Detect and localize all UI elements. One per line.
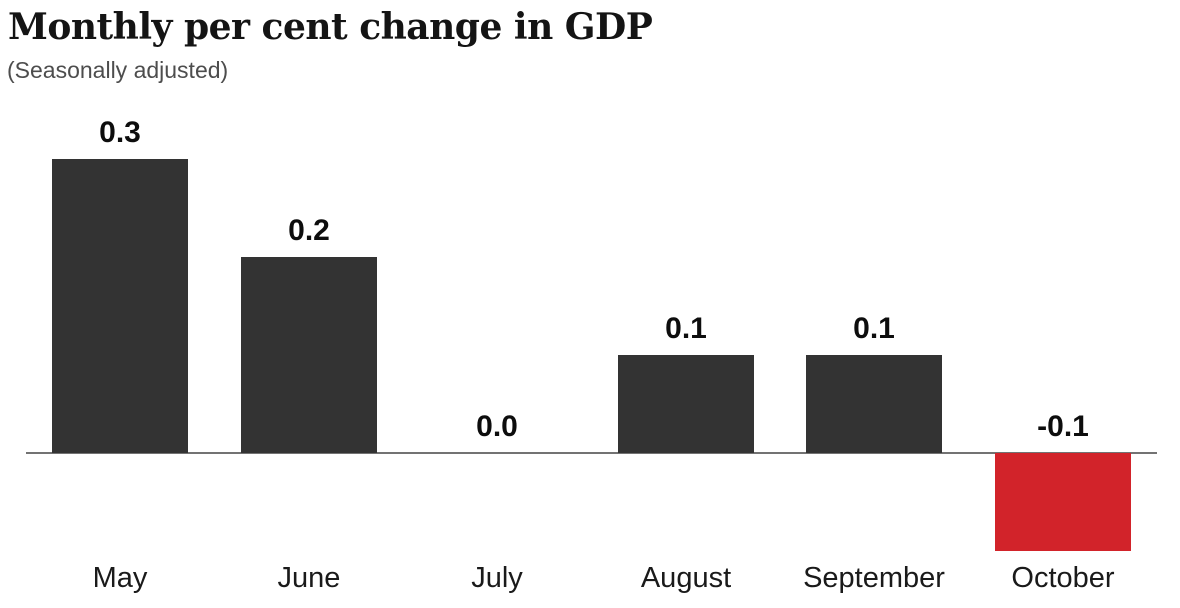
value-label-may: 0.3 bbox=[99, 116, 141, 149]
x-tick-label-july: July bbox=[471, 562, 523, 594]
value-label-october: -0.1 bbox=[1037, 410, 1089, 443]
bar-june bbox=[241, 257, 377, 453]
x-tick-label-june: June bbox=[277, 562, 341, 594]
chart-subtitle: (Seasonally adjusted) bbox=[7, 57, 229, 83]
x-tick-label-may: May bbox=[92, 562, 148, 594]
x-tick-label-august: August bbox=[640, 562, 732, 594]
value-label-june: 0.2 bbox=[288, 214, 330, 247]
bar-may bbox=[52, 159, 188, 453]
bar-september bbox=[806, 355, 942, 453]
value-label-september: 0.1 bbox=[853, 312, 895, 345]
bar-october bbox=[995, 453, 1131, 551]
x-tick-label-october: October bbox=[1011, 562, 1115, 594]
x-axis-line bbox=[26, 452, 1157, 454]
value-label-july: 0.0 bbox=[476, 410, 518, 443]
bar-august bbox=[618, 355, 754, 453]
chart-title: Monthly per cent change in GDP bbox=[8, 6, 653, 48]
x-tick-label-september: September bbox=[803, 562, 945, 594]
value-label-august: 0.1 bbox=[665, 312, 707, 345]
